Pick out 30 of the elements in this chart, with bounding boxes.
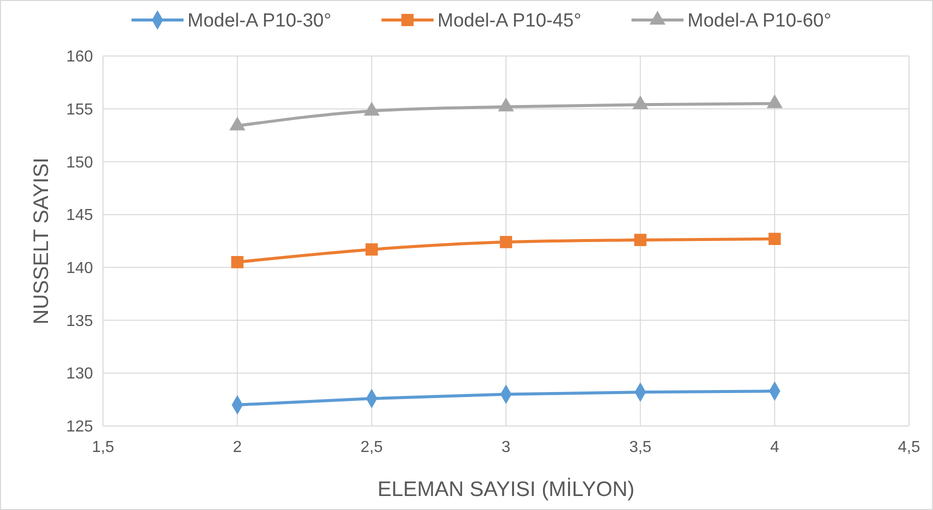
y-tick-label: 160 (66, 48, 94, 66)
legend-label: Model-A P10-60° (688, 10, 832, 32)
y-tick-label: 145 (66, 207, 94, 224)
y-tick-label: 130 (66, 366, 94, 383)
point (634, 234, 646, 246)
point (632, 95, 648, 110)
x-tick-label: 1,5 (92, 439, 114, 456)
point (364, 102, 380, 116)
point (229, 116, 246, 130)
legend-label: Model-A P10-45° (438, 10, 582, 32)
point (766, 94, 783, 108)
point (498, 98, 514, 112)
y-tick-label: 125 (66, 418, 94, 436)
x-tick-label: 4 (770, 439, 780, 456)
x-axis-title: ELEMAN SAYISI (MİLYON) (377, 477, 635, 501)
y-tick-label: 135 (66, 312, 94, 330)
y-tick-label: 155 (66, 101, 94, 118)
x-tick-label: 2,5 (360, 439, 383, 456)
y-axis-title: NUSSELT SAYISI (30, 158, 53, 324)
x-tick-label: 4,5 (898, 439, 920, 456)
legend-label: Model-A P10-30° (188, 10, 332, 32)
point (366, 243, 378, 256)
x-tick-label: 3,5 (629, 439, 652, 456)
x-tick-label: 3 (502, 439, 511, 456)
point (231, 256, 244, 268)
x-tick-label: 2 (232, 439, 242, 456)
point (768, 232, 781, 246)
y-tick-label: 150 (66, 154, 94, 172)
point (500, 236, 512, 248)
y-tick-label: 140 (66, 260, 94, 278)
